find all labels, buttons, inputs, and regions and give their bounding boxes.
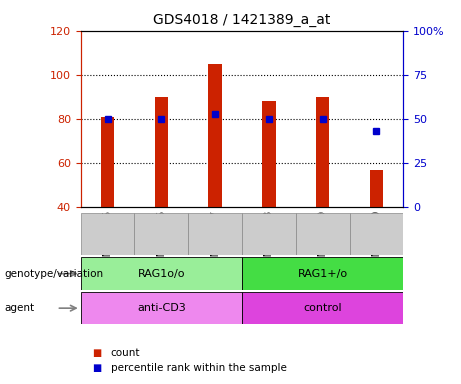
Bar [154,97,168,207]
Title: GDS4018 / 1421389_a_at: GDS4018 / 1421389_a_at [154,13,331,27]
FancyBboxPatch shape [81,213,135,255]
FancyBboxPatch shape [349,213,403,255]
Bar [101,117,114,207]
FancyBboxPatch shape [296,213,349,255]
FancyBboxPatch shape [81,257,242,290]
FancyBboxPatch shape [242,257,403,290]
Text: ■: ■ [92,348,101,358]
Bar [208,64,222,207]
Text: RAG1o/o: RAG1o/o [137,268,185,279]
Text: RAG1+/o: RAG1+/o [298,268,348,279]
Bar [262,101,276,207]
FancyBboxPatch shape [135,213,188,255]
FancyBboxPatch shape [81,292,242,324]
Text: anti-CD3: anti-CD3 [137,303,186,313]
FancyBboxPatch shape [242,292,403,324]
Bar [370,170,383,207]
Text: percentile rank within the sample: percentile rank within the sample [111,363,287,373]
Text: genotype/variation: genotype/variation [5,268,104,279]
Text: control: control [303,303,342,313]
FancyBboxPatch shape [242,213,296,255]
Text: ■: ■ [92,363,101,373]
Text: count: count [111,348,140,358]
Bar [316,97,330,207]
FancyBboxPatch shape [188,213,242,255]
Text: agent: agent [5,303,35,313]
